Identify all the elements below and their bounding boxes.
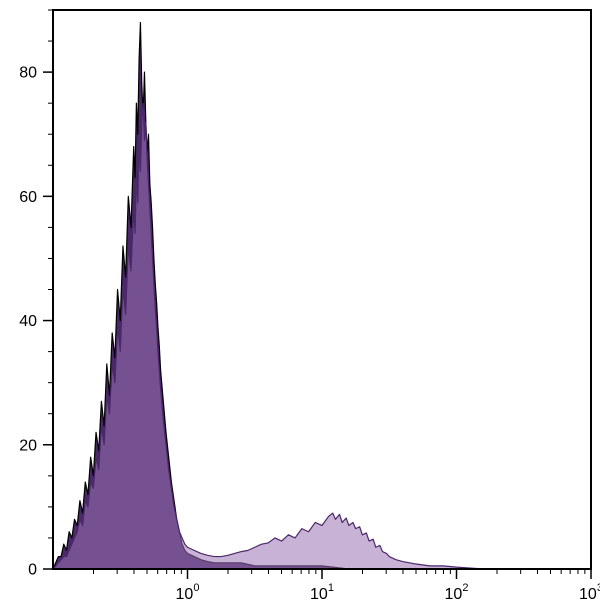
chart-svg: 100101102103020406080 (0, 0, 600, 609)
flow-cytometry-histogram: 100101102103020406080 (0, 0, 600, 609)
y-tick-label: 40 (19, 313, 37, 330)
y-tick-label: 80 (19, 65, 37, 82)
y-tick-label: 0 (28, 562, 37, 579)
y-tick-label: 20 (19, 437, 37, 454)
y-tick-label: 60 (19, 189, 37, 206)
